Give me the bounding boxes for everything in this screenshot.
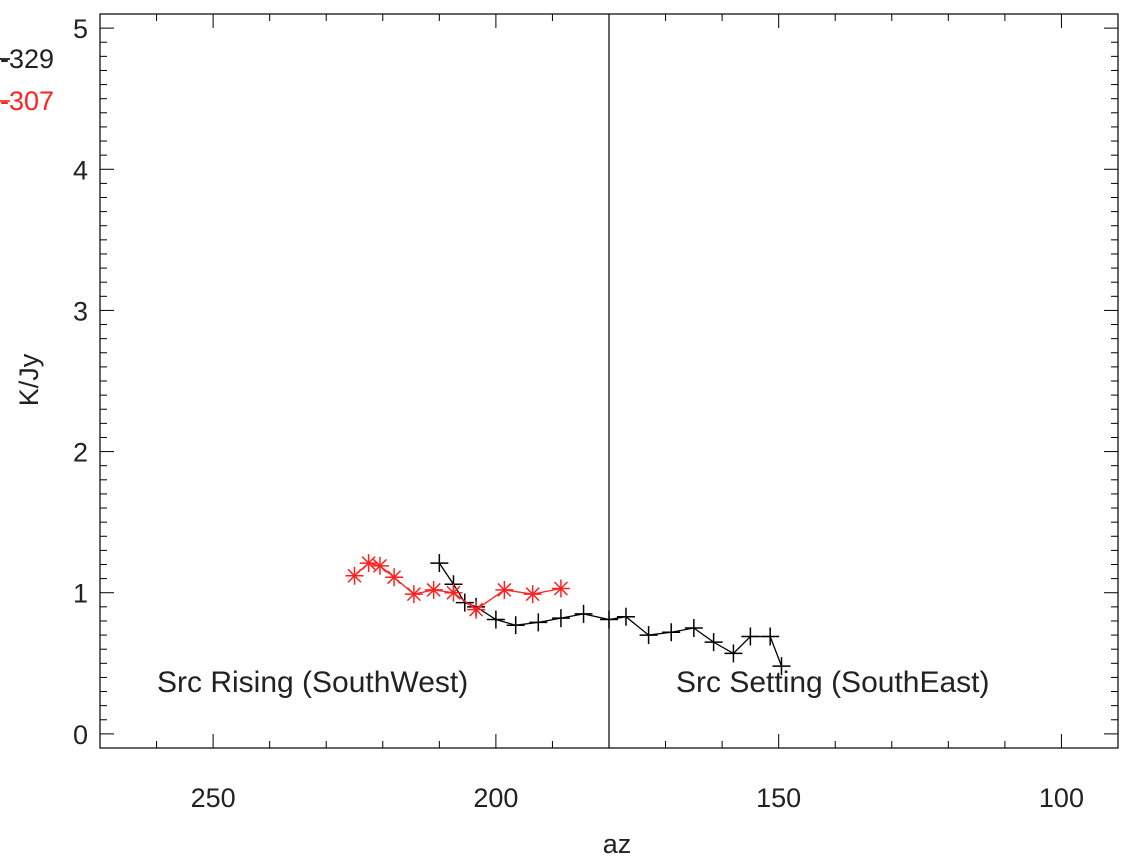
annotation-src-setting: Src Setting (SouthEast) <box>676 666 989 699</box>
x-tick-label: 150 <box>756 783 801 813</box>
data-point-asterisk <box>370 556 389 575</box>
data-point-plus <box>551 609 570 628</box>
data-point-asterisk <box>523 585 542 604</box>
data-point-asterisk <box>495 580 514 599</box>
x-tick-label: 100 <box>1039 783 1084 813</box>
data-point-plus <box>529 613 548 632</box>
data-point-plus <box>616 607 635 626</box>
data-point-plus <box>772 657 791 676</box>
data-point-plus <box>486 610 505 629</box>
data-point-plus <box>600 610 618 629</box>
y-tick-label: 1 <box>73 579 88 609</box>
axes-layer <box>0 13 1119 749</box>
data-point-asterisk <box>385 568 404 587</box>
y-tick-label: 0 <box>73 720 88 750</box>
data-point-plus <box>430 554 449 573</box>
data-point-plus <box>455 593 474 612</box>
data-point-plus <box>741 627 760 646</box>
y-tick-label: 2 <box>73 438 88 468</box>
data-point-asterisk <box>444 583 463 602</box>
data-point-asterisk <box>551 579 570 598</box>
data-point-asterisk <box>467 600 486 619</box>
x-tick-label: 200 <box>473 783 518 813</box>
y-axis-title: K/Jy <box>14 353 44 406</box>
data-point-asterisk <box>404 585 423 604</box>
y-tick-label: 5 <box>73 14 88 44</box>
data-point-asterisk <box>345 566 364 585</box>
series-layer <box>345 554 791 676</box>
x-axis-title: az <box>603 829 632 859</box>
data-point-plus <box>704 633 723 652</box>
data-point-plus <box>506 616 525 635</box>
text-layer: az K/Jy Src Rising (SouthWest) Src Setti… <box>0 14 1084 859</box>
data-point-asterisk <box>359 554 378 573</box>
y-tick-label: 4 <box>73 155 88 185</box>
data-point-plus <box>574 604 593 623</box>
series-line-0 <box>438 562 783 667</box>
data-point-plus <box>684 619 703 638</box>
data-point-plus <box>639 626 658 645</box>
data-point-plus <box>724 644 743 663</box>
data-point-plus <box>761 627 780 646</box>
x-tick-label: 250 <box>191 783 236 813</box>
annotation-src-rising: Src Rising (SouthWest) <box>157 666 468 699</box>
data-point-asterisk <box>424 580 443 599</box>
legend-entry-307: -307 <box>0 86 54 116</box>
y-tick-label: 3 <box>73 296 88 326</box>
data-point-plus <box>662 623 681 642</box>
legend-entry-329: -329 <box>0 44 54 74</box>
